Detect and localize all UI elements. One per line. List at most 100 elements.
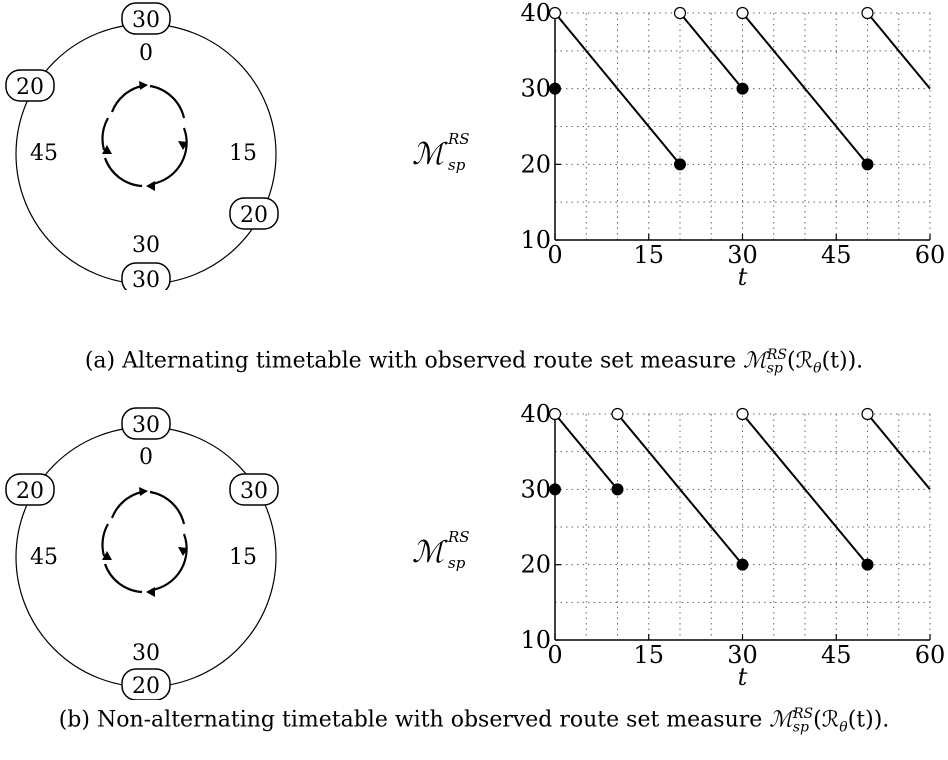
y-tick-label: 10: [520, 626, 551, 654]
caption-b-measure: ℳ: [769, 707, 793, 733]
caption-a-text: (a) Alternating timetable with observed …: [84, 348, 737, 374]
series-segment: [741, 12, 869, 165]
segment-labels-b: 0 15 30 45: [30, 445, 257, 666]
chart-b: 0 15 30 45 60 10 20 30 40 t: [520, 400, 946, 691]
arrowheads: [102, 487, 188, 597]
x-tick-label: 0: [547, 641, 562, 669]
x-axis-label: t: [738, 263, 748, 291]
open-point: [861, 6, 874, 20]
svg-text:ℳ: ℳ: [412, 535, 448, 570]
panel-b: 30 20 30 20 0 15 30 45 ℳ RS sp 0 15 30: [0, 400, 948, 760]
x-tick-label: 15: [633, 641, 664, 669]
filled-point: [611, 483, 624, 496]
svg-text:20: 20: [240, 203, 268, 228]
x-tick-label: 0: [547, 241, 562, 269]
badge-lower-right: 20: [229, 197, 279, 230]
badge-top: 30: [121, 2, 171, 35]
caption-b-sup: RS: [792, 706, 814, 722]
x-tick-label: 30: [727, 641, 758, 669]
series-segment: [866, 12, 931, 90]
segment-label-0: 0: [139, 445, 153, 470]
caption-b-text: (b) Non-alternating timetable with obser…: [58, 707, 763, 733]
segment-label-45: 45: [30, 545, 58, 570]
segment-label-0: 0: [139, 41, 153, 66]
open-point: [611, 407, 624, 421]
series-segment: [554, 12, 681, 165]
svg-text:sp: sp: [448, 156, 466, 174]
segment-label-45: 45: [30, 141, 58, 166]
svg-text:20: 20: [132, 674, 160, 699]
open-point: [548, 407, 562, 421]
series-segment: [616, 413, 744, 566]
segment-label-15: 15: [229, 141, 257, 166]
x-tick-label: 45: [821, 641, 852, 669]
svg-text:30: 30: [132, 413, 160, 438]
filled-point: [861, 158, 874, 171]
caption-a-measure: ℳ: [743, 348, 767, 374]
ring-diagram-b: 30 20 30 20 0 15 30 45: [5, 407, 279, 700]
ring-badges-a: 30 20 20 30: [5, 2, 279, 290]
x-tick-label: 60: [915, 241, 946, 269]
open-point: [736, 407, 749, 421]
panel-a: 30 20 20 30 0 15 30 45 ℳ RS sp 0 15 30: [5, 0, 946, 291]
open-point: [673, 6, 687, 20]
ring-diagram-a: 30 20 20 30 0 15 30 45: [5, 2, 279, 290]
svg-text:20: 20: [16, 75, 44, 100]
y-tick-label: 10: [520, 226, 551, 254]
y-tick-label: 30: [520, 475, 551, 503]
badge-upper-left: 20: [5, 69, 55, 102]
segment-label-30: 30: [132, 233, 160, 258]
measure-label-a: ℳ RS sp: [412, 130, 470, 174]
filled-point: [861, 558, 874, 571]
filled-point: [549, 483, 561, 496]
cycle-arrows-icon: [101, 84, 188, 188]
caption-a-sup: RS: [766, 347, 787, 363]
svg-text:30: 30: [132, 268, 160, 290]
filled-point: [674, 158, 686, 171]
filled-point: [736, 82, 749, 95]
segment-labels-a: 0 15 30 45: [30, 41, 257, 258]
filled-point: [549, 82, 561, 95]
caption-a-theta: θ: [813, 360, 822, 377]
series-segment: [554, 413, 619, 490]
svg-text:30: 30: [132, 8, 160, 33]
caption-b-tail: (t)).: [847, 707, 890, 733]
svg-text:30: 30: [240, 479, 268, 504]
caption-a: (a) Alternating timetable with observed …: [0, 347, 948, 377]
measure-label-b: ℳ RS sp: [412, 528, 470, 572]
badge-upper-right: 30: [229, 473, 279, 506]
x-axis-label: t: [738, 663, 748, 691]
caption-b-sub: sp: [792, 719, 809, 736]
x-tick-label: 15: [633, 241, 664, 269]
caption-b: (b) Non-alternating timetable with obser…: [0, 706, 948, 736]
y-tick-label: 40: [520, 0, 551, 27]
x-tick-label: 45: [821, 241, 852, 269]
series-segment: [679, 12, 744, 90]
svg-text:ℳ: ℳ: [412, 137, 448, 172]
badge-upper-left: 20: [5, 473, 55, 506]
y-tick-label: 30: [520, 75, 551, 103]
y-tick-label: 40: [520, 400, 551, 428]
caption-b-arg: (ℛ: [813, 707, 840, 733]
segment-label-30: 30: [132, 641, 160, 666]
svg-text:RS: RS: [447, 130, 470, 148]
open-point: [736, 6, 749, 20]
y-tick-label: 20: [520, 150, 551, 178]
chart-a: 0 15 30 45 60 10 20 30 40 t: [520, 0, 946, 291]
svg-text:20: 20: [16, 479, 44, 504]
ring-badges-b: 30 20 30 20: [5, 407, 279, 700]
badge-top: 30: [121, 407, 171, 440]
caption-a-tail: (t)).: [821, 348, 864, 374]
y-tick-label: 20: [520, 551, 551, 579]
caption-a-arg: (ℛ: [786, 348, 814, 374]
caption-b-theta: θ: [839, 719, 848, 736]
badge-bottom: 20: [121, 668, 171, 700]
arrowheads: [102, 81, 188, 191]
x-tick-label: 30: [727, 241, 758, 269]
open-point: [548, 6, 562, 20]
svg-text:RS: RS: [447, 528, 470, 546]
caption-a-sub: sp: [766, 360, 783, 377]
series-segment: [741, 413, 869, 566]
x-tick-label: 60: [915, 641, 946, 669]
cycle-arrows-icon: [101, 490, 188, 594]
